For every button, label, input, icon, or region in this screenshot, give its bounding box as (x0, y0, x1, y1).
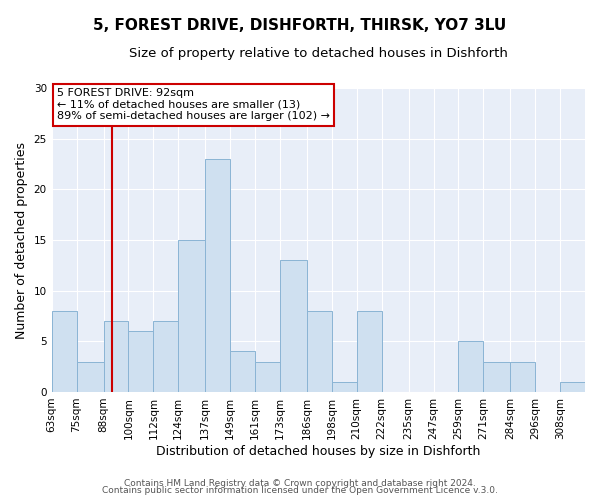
Bar (77, 362, 104, 392)
Bar (357, 311, 382, 392)
Bar (307, 311, 332, 392)
Bar (230, 352, 255, 392)
Bar (280, 260, 307, 392)
Bar (52, 311, 77, 392)
Bar (255, 362, 280, 392)
Text: Contains public sector information licensed under the Open Government Licence v.: Contains public sector information licen… (102, 486, 498, 495)
Bar (510, 362, 535, 392)
Bar (458, 342, 484, 392)
Bar (560, 382, 585, 392)
Y-axis label: Number of detached properties: Number of detached properties (15, 142, 28, 338)
Bar (154, 321, 178, 392)
Text: Contains HM Land Registry data © Crown copyright and database right 2024.: Contains HM Land Registry data © Crown c… (124, 478, 476, 488)
X-axis label: Distribution of detached houses by size in Dishforth: Distribution of detached houses by size … (156, 444, 481, 458)
Text: 5 FOREST DRIVE: 92sqm
← 11% of detached houses are smaller (13)
89% of semi-deta: 5 FOREST DRIVE: 92sqm ← 11% of detached … (57, 88, 330, 122)
Bar (484, 362, 510, 392)
Bar (128, 331, 154, 392)
Bar (178, 240, 205, 392)
Bar (205, 159, 230, 392)
Title: Size of property relative to detached houses in Dishforth: Size of property relative to detached ho… (129, 48, 508, 60)
Bar (104, 321, 128, 392)
Bar (332, 382, 357, 392)
Text: 5, FOREST DRIVE, DISHFORTH, THIRSK, YO7 3LU: 5, FOREST DRIVE, DISHFORTH, THIRSK, YO7 … (94, 18, 506, 32)
